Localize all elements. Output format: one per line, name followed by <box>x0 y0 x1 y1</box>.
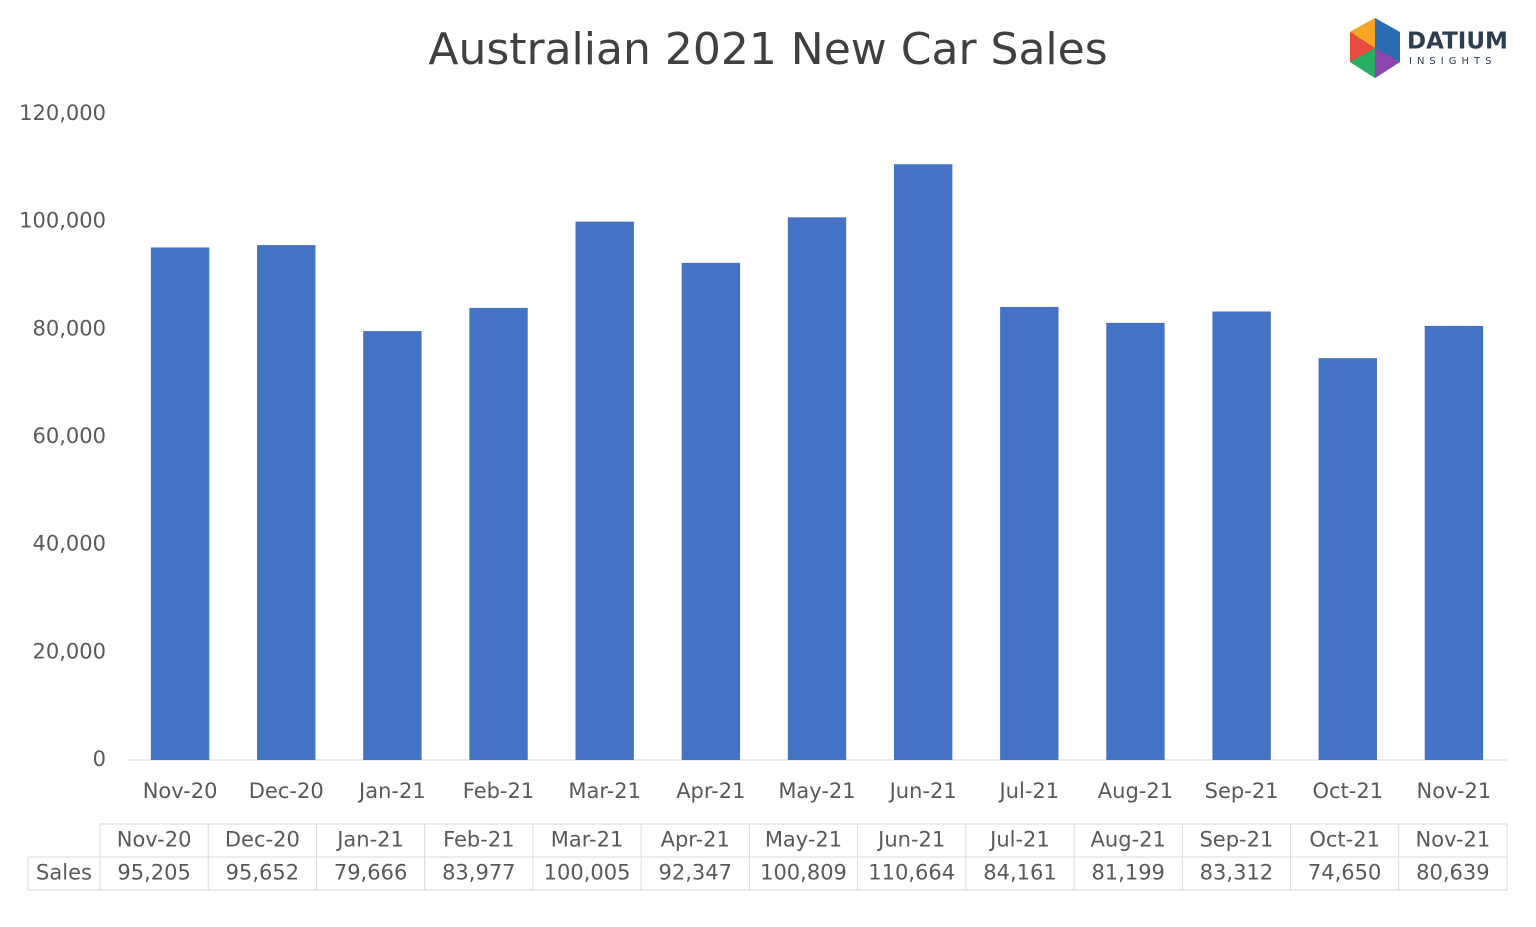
table-header: Aug-21 <box>1091 828 1166 852</box>
x-tick-label: Aug-21 <box>1098 779 1173 803</box>
table-value: 95,652 <box>226 861 299 885</box>
table-value: 84,161 <box>983 861 1056 885</box>
table-value: 79,666 <box>334 861 407 885</box>
y-tick-label: 100,000 <box>19 209 106 233</box>
table-header: May-21 <box>765 828 842 852</box>
table-value: 80,639 <box>1416 861 1489 885</box>
table-header: Nov-20 <box>117 828 192 852</box>
bar <box>1106 322 1165 760</box>
table-header: Oct-21 <box>1309 828 1380 852</box>
bar <box>1212 311 1271 760</box>
bar <box>893 164 953 761</box>
table-value: 100,809 <box>760 861 847 885</box>
bar <box>150 247 210 761</box>
x-tick-label: Feb-21 <box>463 779 534 803</box>
bar <box>257 245 316 761</box>
table-row-label: Sales <box>36 861 92 885</box>
table-header: Feb-21 <box>443 828 514 852</box>
table-header: Jul-21 <box>988 828 1050 852</box>
x-tick-label: Nov-20 <box>143 779 218 803</box>
x-tick-label: Mar-21 <box>568 779 641 803</box>
table-value: 92,347 <box>659 861 732 885</box>
table-value: 95,205 <box>117 861 190 885</box>
y-tick-label: 60,000 <box>33 424 106 448</box>
y-tick-label: 120,000 <box>19 101 106 125</box>
y-tick-label: 40,000 <box>33 532 106 556</box>
x-tick-label: Apr-21 <box>676 779 745 803</box>
table-value: 83,312 <box>1200 861 1273 885</box>
bar <box>469 307 528 760</box>
table-header: Dec-20 <box>225 828 300 852</box>
table-header: Jan-21 <box>335 828 404 852</box>
x-tick-label: Dec-20 <box>249 779 324 803</box>
x-tick-label: May-21 <box>778 779 855 803</box>
bar <box>1000 306 1059 760</box>
chart-title: Australian 2021 New Car Sales <box>428 24 1107 75</box>
logo-tagline: INSIGHTS <box>1409 56 1496 67</box>
bar <box>575 221 634 760</box>
x-tick-label: Oct-21 <box>1312 779 1383 803</box>
table-header: Mar-21 <box>551 828 624 852</box>
table-header: Sep-21 <box>1199 828 1273 852</box>
x-tick-label: Sep-21 <box>1205 779 1279 803</box>
x-tick-label: Jun-21 <box>888 779 957 803</box>
y-tick-label: 0 <box>93 747 106 771</box>
bar <box>681 262 741 760</box>
x-tick-label: Nov-21 <box>1417 779 1492 803</box>
table-value: 81,199 <box>1091 861 1164 885</box>
logo-name: DATIUM <box>1407 29 1508 55</box>
logo-icon <box>1350 32 1375 62</box>
bar <box>363 331 422 760</box>
logo-icon <box>1375 48 1400 78</box>
table-header: Jun-21 <box>876 828 945 852</box>
bar <box>787 217 847 761</box>
logo: DATIUM INSIGHTS <box>1350 18 1508 78</box>
logo-icon <box>1350 18 1375 48</box>
x-tick-label: Jan-21 <box>357 779 426 803</box>
x-tick-label: Jul-21 <box>997 779 1059 803</box>
table-header: Apr-21 <box>661 828 730 852</box>
table-value: 110,664 <box>868 861 955 885</box>
bar <box>1318 358 1377 760</box>
table-value: 100,005 <box>544 861 631 885</box>
table-value: 74,650 <box>1308 861 1381 885</box>
logo-icon <box>1350 48 1375 78</box>
table-header: Nov-21 <box>1416 828 1491 852</box>
table-value: 83,977 <box>442 861 515 885</box>
y-tick-label: 20,000 <box>33 639 106 663</box>
bar <box>1424 325 1484 760</box>
y-tick-label: 80,000 <box>33 316 106 340</box>
